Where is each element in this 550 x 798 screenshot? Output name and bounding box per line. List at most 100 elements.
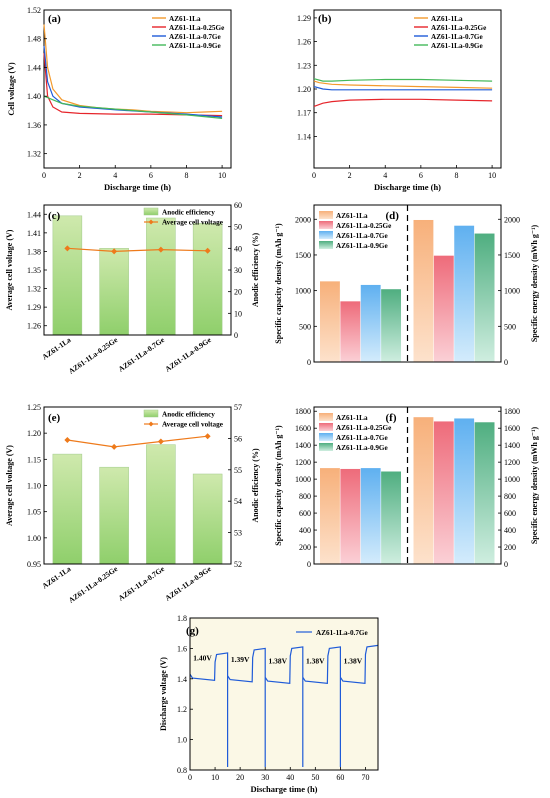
legend-label: AZ61-1La-0.25Ge (336, 424, 391, 432)
y-axis-label: Cell voltage (V) (7, 62, 16, 116)
legend-label: AZ61-1La-0.7Ge (316, 629, 368, 637)
y-tick-label: 1.8 (177, 614, 187, 623)
y2-tick-label: 600 (504, 509, 516, 518)
bar-anodic-efficiency (146, 444, 176, 565)
x-tick-label: 0 (42, 171, 46, 180)
legend-label: Anodic efficiency (162, 209, 215, 217)
y-tick-label: 1400 (295, 441, 311, 450)
point-marker (204, 247, 211, 254)
point-marker (64, 245, 71, 252)
legend-marker (148, 219, 154, 225)
legend-swatch (143, 409, 159, 418)
y-tick-label: 1.32 (27, 150, 41, 159)
y-tick-label: 1.26 (27, 322, 41, 331)
x-tick-label: 10 (218, 171, 226, 180)
point-marker (157, 438, 164, 445)
y-tick-label: 1.44 (27, 210, 41, 219)
bar-capacity (320, 281, 340, 362)
y-tick-label: 1000 (295, 475, 311, 484)
bar-capacity (381, 471, 401, 564)
y2-tick-label: 40 (234, 244, 242, 253)
y2-tick-label: 60 (234, 201, 242, 210)
category-label: AZ61-1La-0.7Ge (117, 564, 167, 603)
bar-energy (433, 421, 454, 564)
legend-label: AZ61-1La (336, 212, 368, 220)
bar-anodic-efficiency (192, 223, 223, 336)
legend-swatch (319, 211, 333, 219)
y-tick-label: 1.29 (297, 14, 311, 23)
legend-swatch (319, 231, 333, 239)
bar-anodic-efficiency (99, 466, 129, 565)
y-tick-label: 1.25 (27, 403, 41, 412)
legend-swatch (143, 207, 159, 216)
y2-tick-label: 55 (234, 466, 242, 475)
bar-capacity (340, 301, 361, 362)
y2-tick-label: 53 (234, 529, 242, 538)
y-tick-label: 1.20 (297, 85, 311, 94)
y2-tick-label: 2000 (504, 215, 520, 224)
x-tick-label: 40 (286, 773, 294, 782)
voltage-annotation: 1.39V (231, 655, 250, 664)
y2-tick-label: 0 (504, 358, 508, 367)
y-tick-label: 0.95 (27, 560, 41, 569)
category-label: AZ61-1La-0.9Ge (163, 564, 213, 603)
y2-tick-label: 1500 (504, 251, 520, 260)
bar-energy (413, 219, 434, 362)
legend-swatch (319, 433, 333, 441)
y2-tick-label: 50 (234, 223, 242, 232)
y-tick-label: 1.41 (27, 229, 41, 238)
bar-anodic-efficiency (52, 215, 83, 336)
x-axis-label: Discharge time (h) (250, 784, 317, 794)
y2-tick-label: 20 (234, 288, 242, 297)
y-tick-label: 1000 (295, 287, 311, 296)
category-label: AZ61-1La (40, 335, 72, 361)
y-tick-label: 1500 (295, 251, 311, 260)
panel-label: (a) (48, 13, 61, 25)
legend-swatch (319, 423, 333, 431)
bar-energy (454, 418, 475, 564)
legend-label: AZ61-1La (169, 15, 201, 23)
series-line-3 (313, 78, 493, 82)
series-line-0 (189, 644, 379, 767)
y-tick-label: 1.10 (27, 482, 41, 491)
legend-label: AZ61-1La-0.7Ge (431, 33, 483, 41)
series-line-2 (43, 45, 223, 118)
y-tick-label: 1.05 (27, 508, 41, 517)
x-tick-label: 6 (149, 171, 153, 180)
y-tick-label: 1.26 (297, 38, 311, 47)
y-tick-label: 1.36 (27, 121, 41, 130)
x-tick-label: 6 (419, 171, 423, 180)
legend-swatch (319, 413, 333, 421)
x-tick-label: 20 (236, 773, 244, 782)
category-label: AZ61-1La (40, 564, 72, 590)
series-line-voltage (67, 247, 208, 253)
bar-capacity (381, 289, 401, 362)
bar-energy (474, 233, 495, 362)
bar-energy (433, 255, 454, 362)
y2-tick-label: 1000 (504, 287, 520, 296)
series-line-1 (43, 53, 223, 117)
legend-label: AZ61-1La-0.25Ge (336, 222, 391, 230)
y-tick-label: 1.4 (177, 675, 187, 684)
y-axis-label: Specific capacity density (mAh g⁻¹) (274, 223, 283, 344)
legend-label: AZ61-1La (431, 15, 463, 23)
legend-label: Average cell voltage (162, 219, 223, 227)
legend-label: AZ61-1La-0.9Ge (336, 444, 388, 452)
y-tick-label: 1.52 (27, 6, 41, 15)
panel-label: (g) (186, 625, 199, 637)
y-tick-label: 400 (299, 526, 311, 535)
y-tick-label: 0.8 (177, 766, 187, 775)
y2-tick-label: 57 (234, 403, 242, 412)
point-marker (111, 443, 118, 450)
bar-anodic-efficiency (52, 453, 83, 565)
y-tick-label: 1.0 (177, 736, 187, 745)
category-label: AZ61-1La-0.25Ge (67, 335, 120, 376)
x-tick-label: 10 (488, 171, 496, 180)
y-axis-label-right: Specific energy density (mWh g⁻¹) (530, 225, 539, 343)
bar-anodic-efficiency (146, 217, 176, 336)
panel-label: (c) (48, 210, 61, 222)
x-tick-label: 30 (261, 773, 269, 782)
y2-tick-label: 500 (504, 322, 516, 331)
panel-label: (b) (318, 13, 332, 25)
